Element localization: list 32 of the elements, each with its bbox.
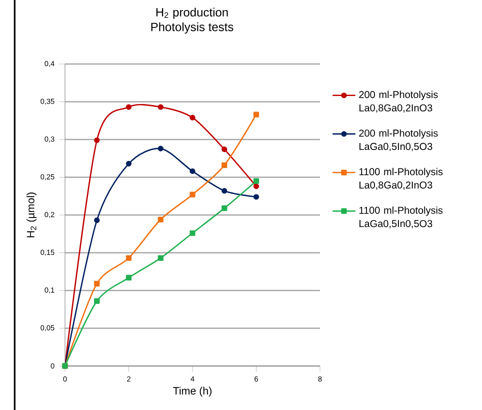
x-axis-title: Time (h): [173, 386, 212, 397]
legend-label: 200 ml-Photolysis La0,8Ga0,2InO3: [359, 90, 438, 113]
point: [94, 217, 100, 224]
point: [190, 192, 196, 198]
point: [158, 216, 164, 222]
point: [190, 114, 196, 120]
legend-label: 1100 ml-Photolysis LaGa0,5In0,5O3: [359, 206, 443, 228]
chart-subtitle: Photolysis tests: [151, 22, 234, 34]
y-axis-title: H$_{2}$ (µmol): [26, 192, 37, 238]
point: [190, 168, 196, 174]
point: [126, 104, 132, 110]
point: [253, 178, 260, 184]
point: [94, 137, 100, 144]
point: [222, 188, 228, 194]
point: [158, 255, 164, 261]
point: [94, 280, 100, 286]
point: [253, 184, 260, 190]
point: [94, 298, 100, 304]
point: [222, 205, 228, 211]
legend-label: 1100 ml-Photolysis La0,8Ga0,2InO3: [359, 168, 443, 190]
point: [126, 255, 132, 261]
chart-title: H$_{2}$ production: [156, 8, 228, 19]
point: [253, 194, 260, 200]
point: [253, 112, 260, 118]
point: [158, 104, 164, 110]
point: [126, 160, 132, 166]
legend-label: 200 ml-Photolysis LaGa0,5In0,5O3: [359, 129, 438, 152]
point: [222, 146, 228, 152]
point: [222, 162, 228, 168]
point: [190, 230, 196, 236]
point: [126, 274, 132, 280]
point: [158, 146, 164, 152]
